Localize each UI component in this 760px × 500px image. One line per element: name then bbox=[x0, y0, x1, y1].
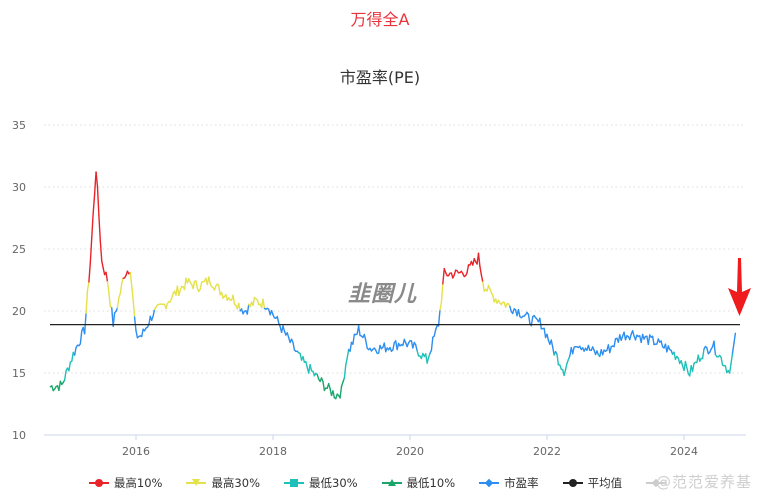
legend-item-5[interactable]: 平均值 bbox=[562, 474, 623, 492]
legend-item-4[interactable]: 市盈率 bbox=[479, 474, 539, 492]
triangle-down-marker-icon bbox=[186, 478, 207, 488]
x-tick-label: 2020 bbox=[396, 445, 424, 458]
x-tick-label: 2018 bbox=[259, 445, 287, 458]
x-tick-label: 2016 bbox=[122, 445, 150, 458]
y-tick-label: 20 bbox=[12, 305, 26, 318]
legend-label: 最高30% bbox=[211, 476, 260, 490]
circle-marker-icon bbox=[562, 478, 583, 488]
legend-label: 平均值 bbox=[587, 476, 623, 490]
pe-line-chart: 10 15 20 25 30 35 2016 2018 2020 2022 2024 bbox=[12, 119, 751, 458]
chart-title: 万得全A bbox=[350, 10, 410, 29]
chart-legend: 最高10% 最高30% 最低30% 最低10% 市盈率 平均值 bbox=[0, 474, 760, 492]
diamond-marker-icon bbox=[479, 478, 500, 488]
x-tick-label: 2024 bbox=[670, 445, 698, 458]
legend-label: 最高10% bbox=[113, 476, 163, 490]
legend-item-3[interactable]: 最低10% bbox=[381, 474, 456, 492]
y-tick-label: 25 bbox=[12, 243, 26, 256]
legend-label: 最低30% bbox=[309, 476, 358, 490]
legend-item-6[interactable] bbox=[646, 474, 671, 492]
chart-subtitle: 市盈率(PE) bbox=[339, 68, 421, 87]
red-down-arrow-icon bbox=[728, 258, 751, 316]
circle-marker-icon bbox=[88, 478, 109, 488]
y-tick-label: 15 bbox=[12, 367, 26, 380]
triangle-up-marker-icon bbox=[381, 478, 402, 488]
x-tick-label: 2022 bbox=[533, 445, 561, 458]
weibo-watermark: @范范爱养基 bbox=[656, 473, 753, 491]
x-axis: 2016 2018 2020 2022 2024 bbox=[44, 434, 746, 458]
grid-lines bbox=[44, 124, 746, 374]
y-tick-label: 30 bbox=[12, 181, 26, 194]
legend-item-2[interactable]: 最低30% bbox=[284, 474, 358, 492]
legend-item-0[interactable]: 最高10% bbox=[88, 474, 163, 492]
diamond-marker-icon bbox=[646, 478, 667, 488]
y-axis-labels: 10 15 20 25 30 35 bbox=[12, 119, 26, 442]
square-marker-icon bbox=[284, 478, 304, 488]
y-tick-label: 10 bbox=[12, 429, 26, 442]
legend-label: 市盈率 bbox=[504, 476, 539, 490]
y-tick-label: 35 bbox=[12, 119, 26, 132]
legend-item-1[interactable]: 最高30% bbox=[186, 474, 260, 492]
pe-series bbox=[49, 171, 737, 400]
legend-label: 最低10% bbox=[406, 476, 456, 490]
jiuquaner-logo: 韭圈儿 bbox=[348, 282, 418, 307]
